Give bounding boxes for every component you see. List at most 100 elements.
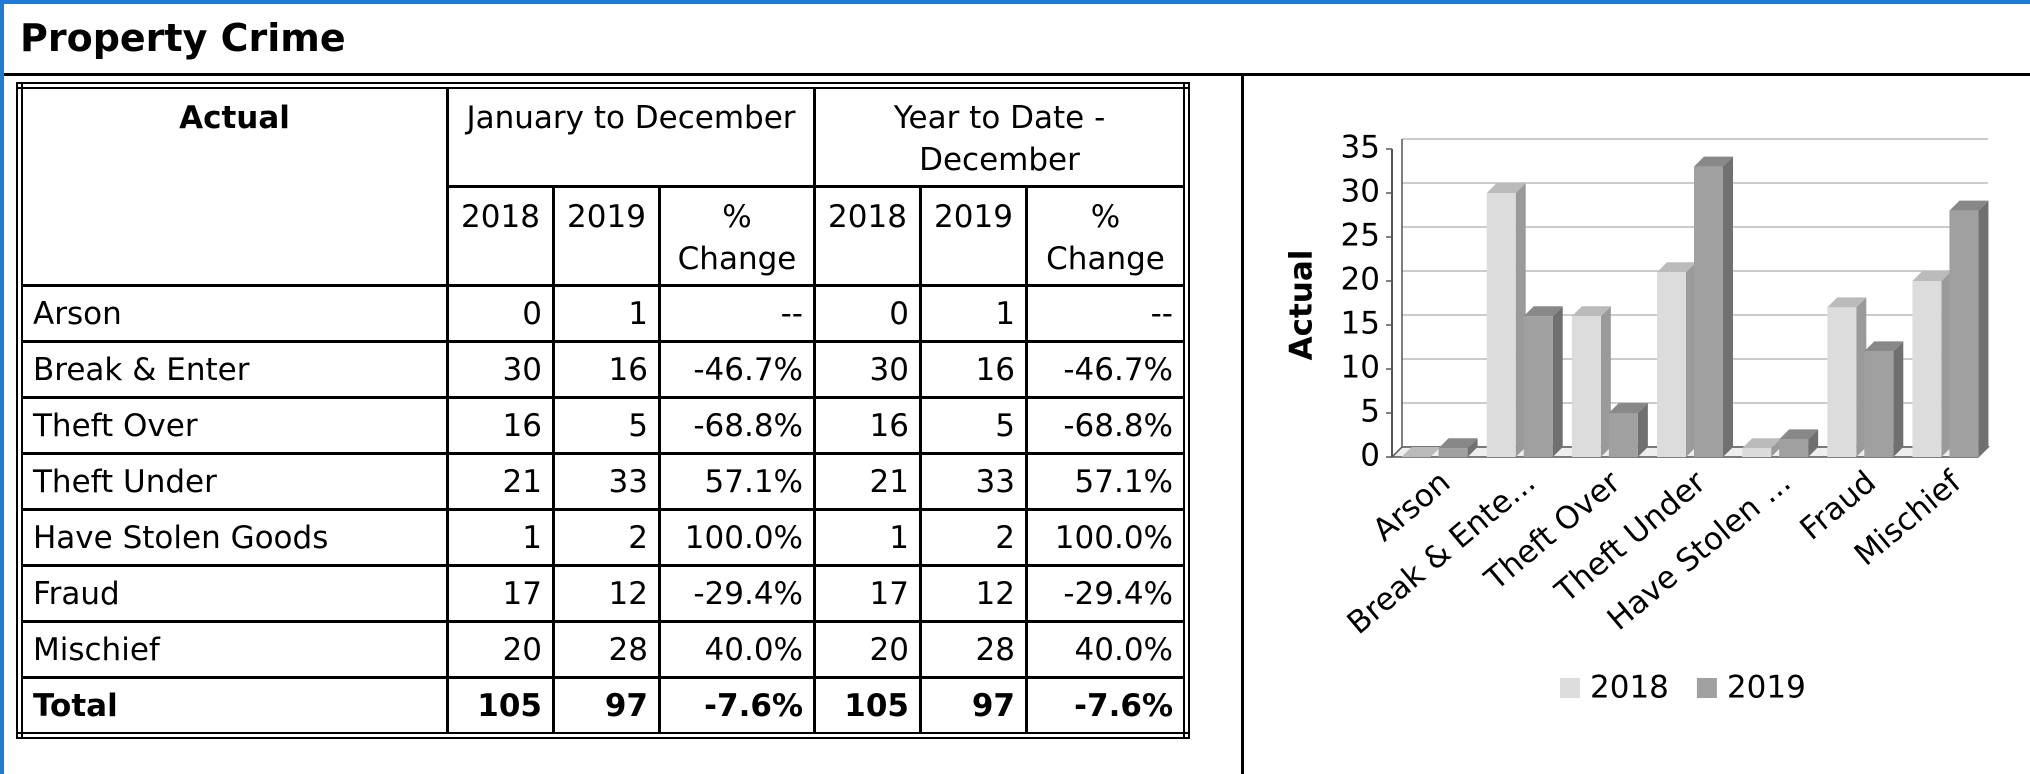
data-row: Mischief 20 28 40.0% 20 28 40.0% bbox=[18, 620, 1188, 679]
bar-top bbox=[1486, 183, 1526, 193]
value-cell: 0 bbox=[813, 284, 922, 343]
value-cell: 16 bbox=[446, 396, 555, 455]
legend-label: 2018 bbox=[1590, 670, 1669, 706]
bar-top bbox=[1657, 262, 1696, 273]
value-cell: 12 bbox=[552, 564, 661, 623]
value-cell: 40.0% bbox=[658, 620, 816, 679]
value-cell: 5 bbox=[919, 396, 1028, 455]
value-cell: 30 bbox=[446, 340, 555, 399]
y-tick-label: 10 bbox=[1341, 350, 1380, 386]
bar-top bbox=[1827, 297, 1867, 308]
row-label: Have Stolen Goods bbox=[18, 508, 449, 567]
header-cell: January to December bbox=[446, 84, 816, 188]
legend-swatch bbox=[1560, 678, 1580, 698]
bar-side bbox=[1515, 183, 1526, 457]
total-cell: 97 bbox=[919, 676, 1028, 737]
bar-side bbox=[1808, 429, 1819, 457]
bar bbox=[1742, 448, 1772, 457]
value-cell: 21 bbox=[813, 452, 922, 511]
bar-top bbox=[1438, 438, 1478, 449]
bar-side bbox=[1893, 341, 1904, 457]
value-cell: -- bbox=[658, 284, 816, 343]
bar-top bbox=[1912, 271, 1952, 281]
row-label: Arson bbox=[18, 284, 449, 343]
row-label: Theft Under bbox=[18, 452, 449, 511]
bar-top bbox=[1949, 200, 1989, 211]
bar-top bbox=[1401, 447, 1441, 457]
bar bbox=[1949, 210, 1979, 457]
value-cell: 2 bbox=[919, 508, 1028, 567]
bar-side bbox=[1600, 306, 1611, 457]
value-cell: 17 bbox=[813, 564, 922, 623]
value-cell: -46.7% bbox=[1025, 340, 1188, 399]
value-cell: -- bbox=[1025, 284, 1188, 343]
bar-side bbox=[1856, 297, 1867, 457]
data-row: Break & Enter 30 16 -46.7% 30 16 -46.7% bbox=[18, 340, 1188, 399]
value-cell: 28 bbox=[919, 620, 1028, 679]
value-cell: 57.1% bbox=[658, 452, 816, 511]
row-label: Break & Enter bbox=[18, 340, 449, 399]
subheader-cell: 2018 bbox=[446, 185, 555, 287]
header-row: Actual January to December Year to Date - … bbox=[18, 84, 1188, 287]
legend-swatch bbox=[1696, 678, 1717, 698]
bar bbox=[1486, 193, 1516, 457]
value-cell: 16 bbox=[919, 340, 1028, 399]
total-cell: -7.6% bbox=[1025, 676, 1188, 737]
bar bbox=[1912, 281, 1942, 457]
value-cell: 1 bbox=[919, 284, 1028, 343]
y-tick-label: 25 bbox=[1341, 218, 1380, 254]
value-cell: 17 bbox=[446, 564, 555, 623]
bar bbox=[1864, 351, 1894, 457]
value-cell: 0 bbox=[446, 284, 555, 343]
value-cell: 100.0% bbox=[1025, 508, 1188, 567]
bar-side bbox=[1467, 438, 1478, 457]
bar bbox=[1571, 316, 1601, 457]
bar-top bbox=[1571, 306, 1611, 317]
header-cell: Actual bbox=[18, 84, 449, 287]
bar bbox=[1779, 439, 1809, 457]
total-row: Total 105 97 -7.6% 105 97 -7.6% bbox=[18, 676, 1188, 737]
value-cell: -29.4% bbox=[1025, 564, 1188, 623]
value-cell: -46.7% bbox=[658, 340, 816, 399]
bar bbox=[1657, 272, 1686, 457]
bar bbox=[1694, 166, 1723, 457]
title-rule bbox=[4, 73, 2030, 76]
value-cell: 2 bbox=[552, 508, 661, 567]
bar-top bbox=[1608, 403, 1648, 413]
value-cell: -68.8% bbox=[1025, 396, 1188, 455]
subheader-cell: 2019 bbox=[919, 185, 1028, 287]
row-label: Fraud bbox=[18, 564, 449, 623]
subheader-cell: % Change bbox=[1025, 185, 1188, 287]
bar-side bbox=[1552, 306, 1563, 457]
bar-side bbox=[1978, 200, 1989, 457]
y-tick-label: 15 bbox=[1341, 306, 1380, 342]
data-row: Arson 0 1 -- 0 1 -- bbox=[18, 284, 1188, 343]
row-label: Mischief bbox=[18, 620, 449, 679]
bar-side bbox=[1723, 156, 1733, 457]
y-tick-label: 35 bbox=[1341, 130, 1380, 166]
value-cell: 30 bbox=[813, 340, 922, 399]
bar-side bbox=[1637, 403, 1648, 457]
value-cell: 33 bbox=[552, 452, 661, 511]
total-cell: 105 bbox=[446, 676, 555, 737]
total-cell: 97 bbox=[552, 676, 661, 737]
row-label: Theft Over bbox=[18, 396, 449, 455]
data-row: Have Stolen Goods 1 2 100.0% 1 2 100.0% bbox=[18, 508, 1188, 567]
total-label: Total bbox=[18, 676, 449, 737]
bar bbox=[1827, 307, 1857, 457]
y-tick-label: 0 bbox=[1360, 438, 1380, 474]
value-cell: 12 bbox=[919, 564, 1028, 623]
y-tick-label: 20 bbox=[1341, 262, 1380, 298]
value-cell: 40.0% bbox=[1025, 620, 1188, 679]
value-cell: 100.0% bbox=[658, 508, 816, 567]
total-cell: -7.6% bbox=[658, 676, 816, 737]
bar-top bbox=[1779, 429, 1819, 440]
bar-side bbox=[1771, 438, 1782, 457]
value-cell: -68.8% bbox=[658, 396, 816, 455]
value-cell: 20 bbox=[446, 620, 555, 679]
value-cell: 16 bbox=[813, 396, 922, 455]
bar bbox=[1608, 413, 1638, 457]
value-cell: 33 bbox=[919, 452, 1028, 511]
